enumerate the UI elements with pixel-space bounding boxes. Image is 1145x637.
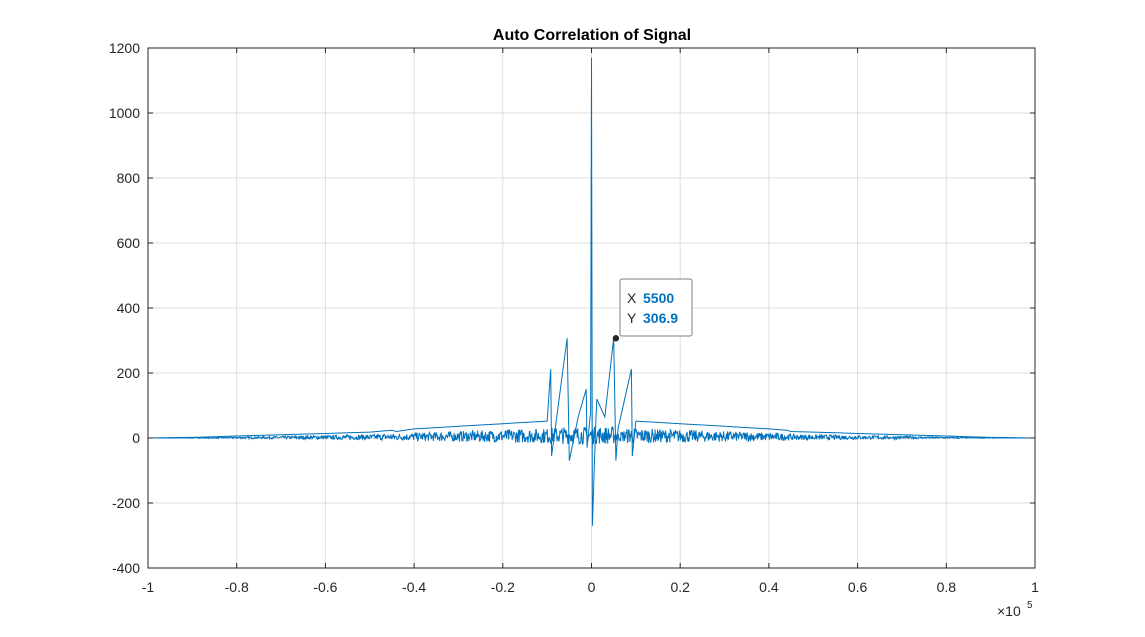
x-tick-label: 0.4 <box>759 579 779 595</box>
y-tick-label: 800 <box>117 170 141 186</box>
signal-noise-line <box>148 425 1035 446</box>
datatip-box <box>619 278 693 337</box>
chart-title: Auto Correlation of Signal <box>493 27 691 44</box>
datatip-marker <box>612 335 620 342</box>
datatip[interactable]: X 5500 Y 306.9 <box>612 278 693 342</box>
y-tick-label: 1000 <box>109 105 140 121</box>
x-tick-label: -0.8 <box>225 579 249 595</box>
x-exponent-power: 5 <box>1027 600 1033 611</box>
y-tick-label: 0 <box>132 430 140 446</box>
y-tick-label: -200 <box>112 495 140 511</box>
datatip-x-value: 5500 <box>643 290 674 306</box>
x-tick-label: 0.2 <box>670 579 690 595</box>
datatip-x-label: X <box>627 290 637 306</box>
x-exponent-base: ×10 <box>997 603 1021 619</box>
y-tick-label: 600 <box>117 235 141 251</box>
x-tick-label: -0.4 <box>402 579 426 595</box>
plot-area[interactable] <box>147 57 1036 526</box>
axis-ticks: -1 -0.8 -0.6 -0.4 -0.2 0 0.2 0.4 0.6 0.8 1 -400 -200… <box>109 40 1039 595</box>
x-tick-label: 0 <box>588 579 596 595</box>
y-tick-label: 1200 <box>109 40 140 56</box>
y-tick-label: -400 <box>112 560 140 576</box>
x-tick-label: -0.2 <box>491 579 515 595</box>
x-axis-exponent: ×10 5 <box>997 600 1033 619</box>
signal-series-line <box>147 57 1036 526</box>
datatip-y-label: Y <box>627 310 637 326</box>
x-tick-label: -1 <box>142 579 155 595</box>
y-tick-label: 200 <box>117 365 141 381</box>
datatip-y-value: 306.9 <box>643 310 678 326</box>
x-tick-label: 0.8 <box>937 579 957 595</box>
y-tick-label: 400 <box>117 300 141 316</box>
x-tick-label: -0.6 <box>313 579 337 595</box>
x-tick-label: 1 <box>1031 579 1039 595</box>
x-tick-label: 0.6 <box>848 579 868 595</box>
